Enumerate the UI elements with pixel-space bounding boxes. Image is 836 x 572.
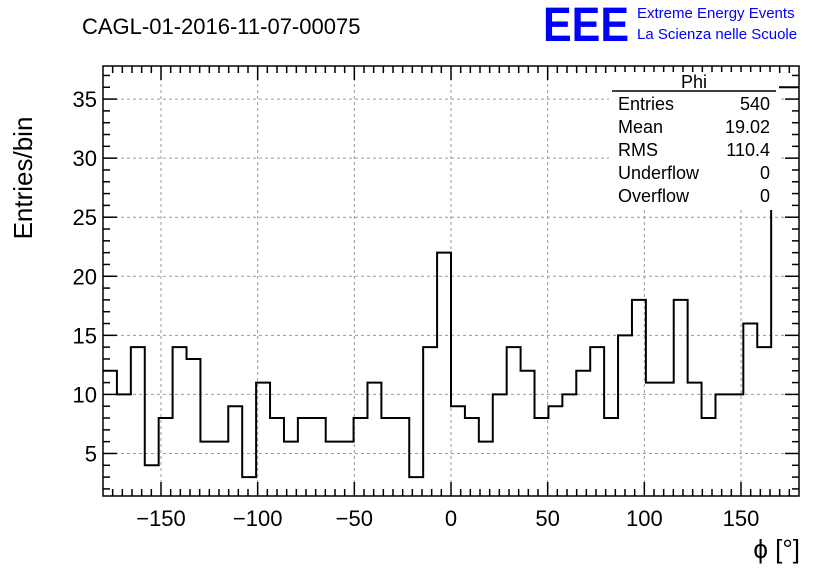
y-tick-label: 15 (73, 323, 97, 348)
x-axis-title: ϕ [°] (753, 534, 800, 564)
x-tick-label: 100 (626, 506, 663, 531)
stats-label: Overflow (618, 186, 690, 206)
stats-value: 540 (740, 94, 770, 114)
y-axis-title: Entries/bin (8, 117, 38, 240)
chart-title: CAGL-01-2016-11-07-00075 (82, 14, 360, 39)
stats-value: 0 (760, 163, 770, 183)
stats-label: RMS (618, 140, 658, 160)
x-tick-label: 50 (535, 506, 559, 531)
x-tick-label: 150 (723, 506, 760, 531)
y-tick-label: 5 (85, 441, 97, 466)
stats-label: Underflow (618, 163, 700, 183)
y-tick-label: 25 (73, 205, 97, 230)
x-tick-labels: −150 −100 −50 0 50 100 150 (136, 506, 759, 531)
x-tick-label: −150 (136, 506, 186, 531)
y-tick-label: 10 (73, 382, 97, 407)
y-tick-label: 20 (73, 264, 97, 289)
stats-title: Phi (681, 72, 707, 92)
stats-box: Phi Entries 540 Mean 19.02 RMS 110.4 Underflow… (609, 72, 779, 210)
stats-value: 19.02 (725, 117, 770, 137)
histogram-line (103, 86, 799, 479)
x-tick-label: 0 (445, 506, 457, 531)
y-tick-label: 30 (73, 146, 97, 171)
x-tick-label: −100 (233, 506, 283, 531)
stats-label: Entries (618, 94, 674, 114)
logo-line2: La Scienza nelle Scuole (637, 26, 797, 43)
stats-value: 0 (760, 186, 770, 206)
y-tick-label: 35 (73, 87, 97, 112)
stats-box-background (609, 72, 779, 210)
logo-line1: Extreme Energy Events (637, 5, 795, 22)
stats-value: 110.4 (726, 140, 770, 160)
eee-logo-mark: EEE (543, 0, 629, 52)
stats-label: Mean (618, 117, 663, 137)
x-tick-label: −50 (336, 506, 373, 531)
eee-logo: EEE Extreme Energy Events La Scienza nel… (543, 0, 797, 52)
y-tick-labels: 5 10 15 20 25 30 35 (73, 87, 97, 466)
